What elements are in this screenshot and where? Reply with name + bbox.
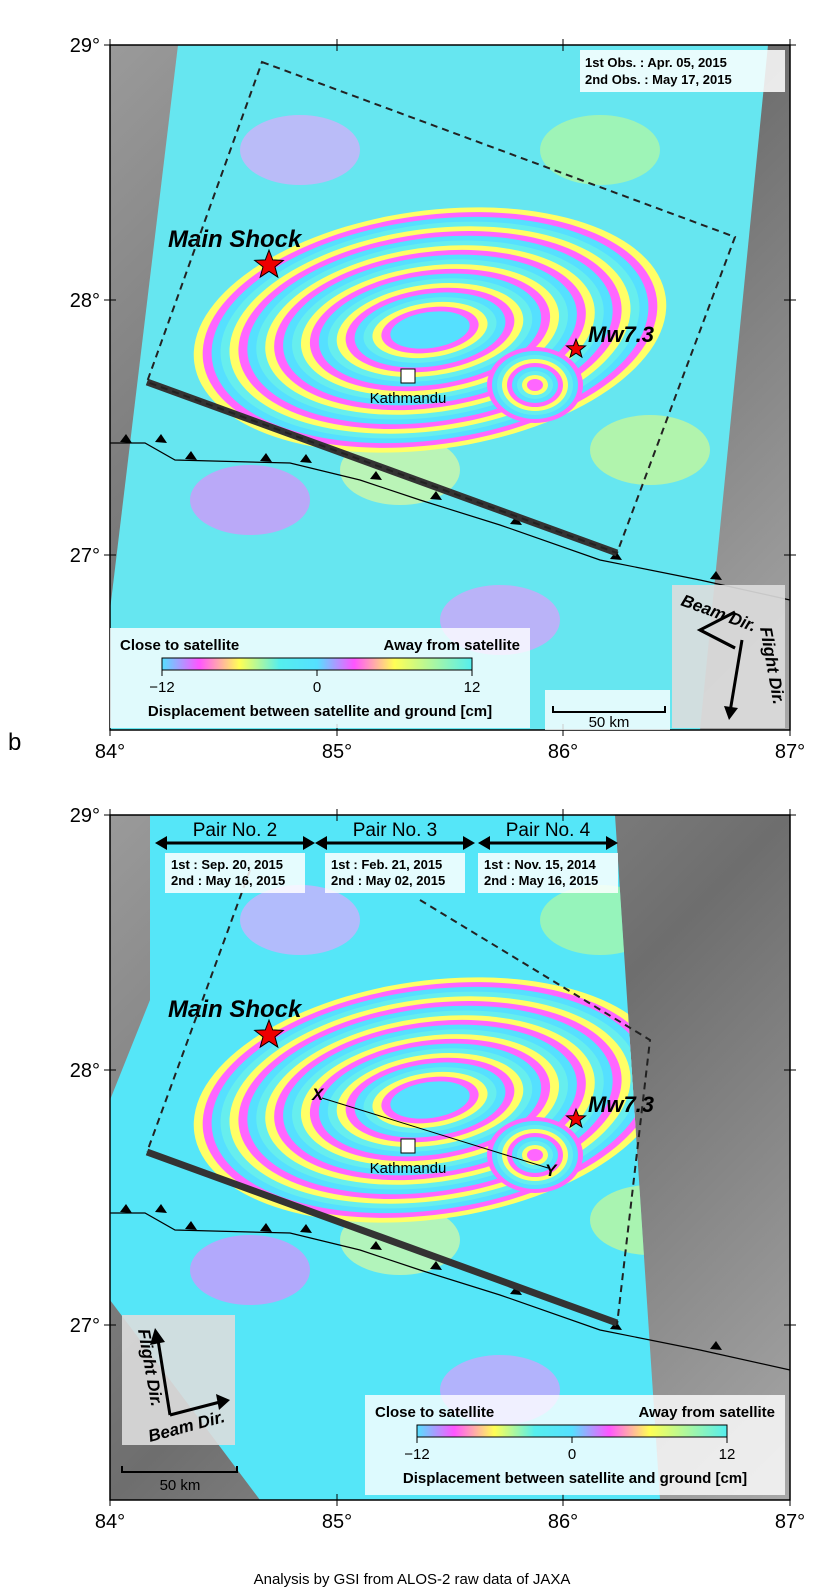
colorbar-label: −12 bbox=[404, 1446, 429, 1463]
noise-patch bbox=[240, 115, 360, 185]
lon-label: 84° bbox=[95, 741, 125, 763]
scale-label: 50 km bbox=[160, 1477, 201, 1494]
profile-x: X bbox=[311, 1085, 325, 1104]
colorbar-label: 12 bbox=[464, 679, 481, 696]
scale-label: 50 km bbox=[589, 714, 630, 731]
main-shock-label: Main Shock bbox=[168, 996, 303, 1023]
city-marker bbox=[401, 1139, 415, 1153]
lat-label: 29° bbox=[70, 805, 100, 827]
lat-label: 27° bbox=[70, 545, 100, 567]
pair-name: Pair No. 2 bbox=[193, 820, 277, 841]
lon-label: 87° bbox=[775, 741, 805, 763]
colorbar-label: 12 bbox=[719, 1446, 736, 1463]
panel-label: b bbox=[8, 729, 21, 756]
pair-name: Pair No. 3 bbox=[353, 820, 437, 841]
lon-label: 86° bbox=[548, 741, 578, 763]
legend-left: Close to satellite bbox=[120, 637, 239, 654]
lat-label: 27° bbox=[70, 1315, 100, 1337]
obs-date: 1st : Sep. 20, 2015 bbox=[171, 857, 283, 872]
page: a29°28°27°84°85°86°87°Main ShockMw7.3Kat… bbox=[0, 0, 825, 1591]
legend-right: Away from satellite bbox=[639, 1404, 775, 1421]
lon-label: 84° bbox=[95, 1511, 125, 1533]
lat-label: 28° bbox=[70, 1060, 100, 1082]
legend-caption: Displacement between satellite and groun… bbox=[148, 703, 492, 720]
legend-caption: Displacement between satellite and groun… bbox=[403, 1470, 747, 1487]
city-label: Kathmandu bbox=[370, 1160, 447, 1177]
lon-label: 85° bbox=[322, 741, 352, 763]
obs-date: 2nd : May 16, 2015 bbox=[484, 873, 598, 888]
fringe bbox=[527, 379, 543, 391]
colorbar bbox=[417, 1425, 727, 1437]
colorbar bbox=[162, 658, 472, 670]
obs-date: 2nd Obs. : May 17, 2015 bbox=[585, 72, 732, 87]
lat-label: 29° bbox=[70, 35, 100, 57]
obs-date: 1st Obs. : Apr. 05, 2015 bbox=[585, 55, 727, 70]
figure: a29°28°27°84°85°86°87°Main ShockMw7.3Kat… bbox=[0, 0, 825, 1591]
noise-patch bbox=[590, 415, 710, 485]
lon-label: 87° bbox=[775, 1511, 805, 1533]
colorbar-label: 0 bbox=[313, 679, 321, 696]
fringe bbox=[527, 1149, 543, 1161]
obs-date: 1st : Feb. 21, 2015 bbox=[331, 857, 442, 872]
profile-y: Y bbox=[545, 1161, 558, 1180]
obs-date: 2nd : May 16, 2015 bbox=[171, 873, 285, 888]
noise-patch bbox=[190, 465, 310, 535]
obs-date: 1st : Nov. 15, 2014 bbox=[484, 857, 597, 872]
noise-patch bbox=[190, 1235, 310, 1305]
city-label: Kathmandu bbox=[370, 390, 447, 407]
credit: Analysis by GSI from ALOS-2 raw data of … bbox=[254, 1571, 571, 1588]
aftershock-label: Mw7.3 bbox=[588, 322, 654, 347]
lon-label: 86° bbox=[548, 1511, 578, 1533]
legend-right: Away from satellite bbox=[384, 637, 520, 654]
colorbar-label: 0 bbox=[568, 1446, 576, 1463]
legend-left: Close to satellite bbox=[375, 1404, 494, 1421]
noise-patch bbox=[240, 885, 360, 955]
lat-label: 28° bbox=[70, 290, 100, 312]
lon-label: 85° bbox=[322, 1511, 352, 1533]
obs-date: 2nd : May 02, 2015 bbox=[331, 873, 445, 888]
main-shock-label: Main Shock bbox=[168, 226, 303, 253]
city-marker bbox=[401, 369, 415, 383]
noise-patch bbox=[540, 115, 660, 185]
pair-name: Pair No. 4 bbox=[506, 820, 591, 841]
colorbar-label: −12 bbox=[149, 679, 174, 696]
